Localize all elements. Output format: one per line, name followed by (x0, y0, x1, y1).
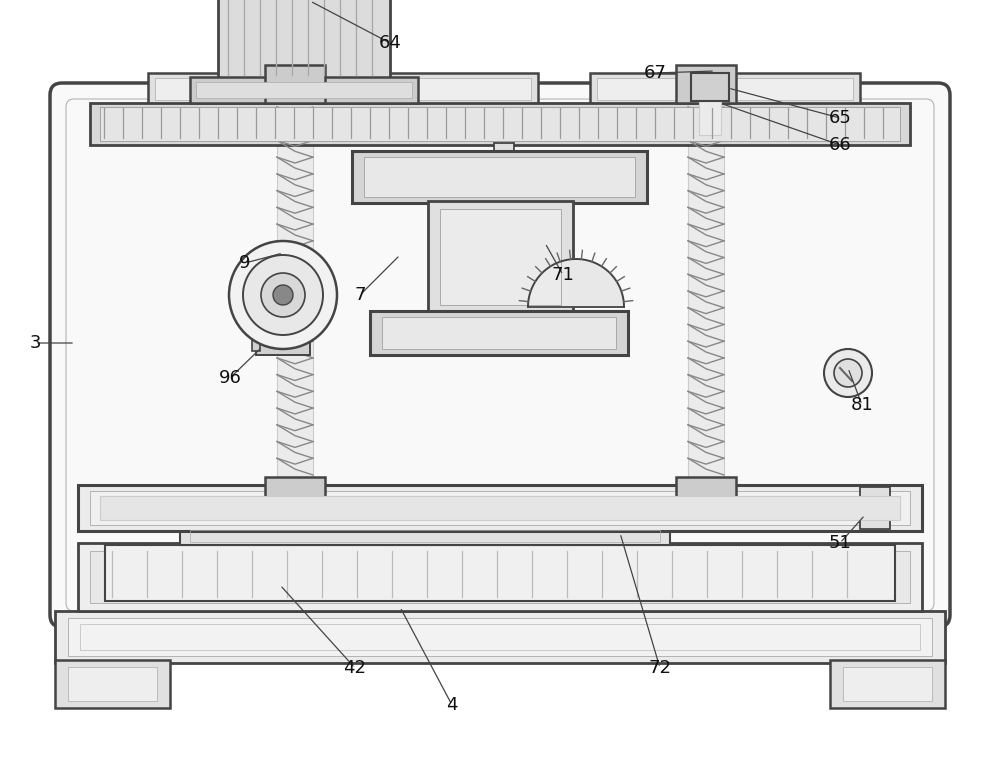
Text: 96: 96 (219, 369, 241, 387)
Text: 3: 3 (29, 334, 41, 352)
Bar (597, 78, 853, 100)
Bar (55, 660, 170, 708)
Bar (100, 107, 900, 141)
Text: 65: 65 (829, 109, 851, 127)
Bar (196, 82, 412, 98)
Bar (68, 667, 157, 701)
Bar (428, 201, 573, 313)
Bar (55, 611, 945, 663)
Circle shape (273, 285, 293, 305)
Bar (676, 65, 736, 103)
Bar (190, 530, 660, 542)
Text: 7: 7 (354, 286, 366, 304)
Bar (494, 143, 514, 205)
Text: 64: 64 (379, 34, 401, 52)
Circle shape (229, 241, 337, 349)
Text: 72: 72 (648, 659, 672, 677)
Bar (830, 660, 945, 708)
Bar (78, 485, 922, 531)
Circle shape (824, 349, 872, 397)
Bar (155, 78, 531, 100)
Bar (78, 543, 922, 611)
Circle shape (834, 359, 862, 387)
Bar (277, 103, 313, 479)
Bar (860, 487, 890, 529)
Polygon shape (528, 259, 624, 307)
Text: 66: 66 (829, 136, 851, 154)
Bar (180, 527, 670, 545)
Bar (190, 77, 418, 103)
Text: 67: 67 (644, 64, 666, 82)
Text: 42: 42 (344, 659, 367, 677)
Bar (370, 311, 628, 355)
Text: 51: 51 (829, 534, 851, 552)
Bar (90, 103, 910, 145)
Bar (265, 65, 325, 103)
Bar (699, 101, 721, 135)
Bar (364, 157, 635, 197)
Bar (676, 477, 736, 507)
Bar (843, 667, 932, 701)
Bar (100, 496, 900, 520)
Bar (148, 73, 538, 105)
Bar (256, 337, 310, 355)
Bar (688, 103, 724, 479)
Circle shape (261, 273, 305, 317)
Bar (90, 491, 910, 525)
Bar (352, 151, 647, 203)
Text: 9: 9 (239, 254, 251, 272)
Bar (265, 477, 325, 507)
Bar (691, 73, 729, 101)
Bar (440, 209, 561, 305)
Bar (105, 545, 895, 601)
FancyBboxPatch shape (50, 83, 950, 627)
Text: 4: 4 (446, 696, 458, 714)
Text: 81: 81 (851, 396, 873, 414)
Text: 71: 71 (552, 266, 574, 284)
Bar (252, 313, 260, 351)
Bar (68, 618, 932, 656)
Bar (90, 551, 910, 603)
Bar (590, 73, 860, 105)
Bar (218, 0, 390, 83)
Bar (382, 317, 616, 349)
Bar (80, 624, 920, 650)
Circle shape (243, 255, 323, 335)
